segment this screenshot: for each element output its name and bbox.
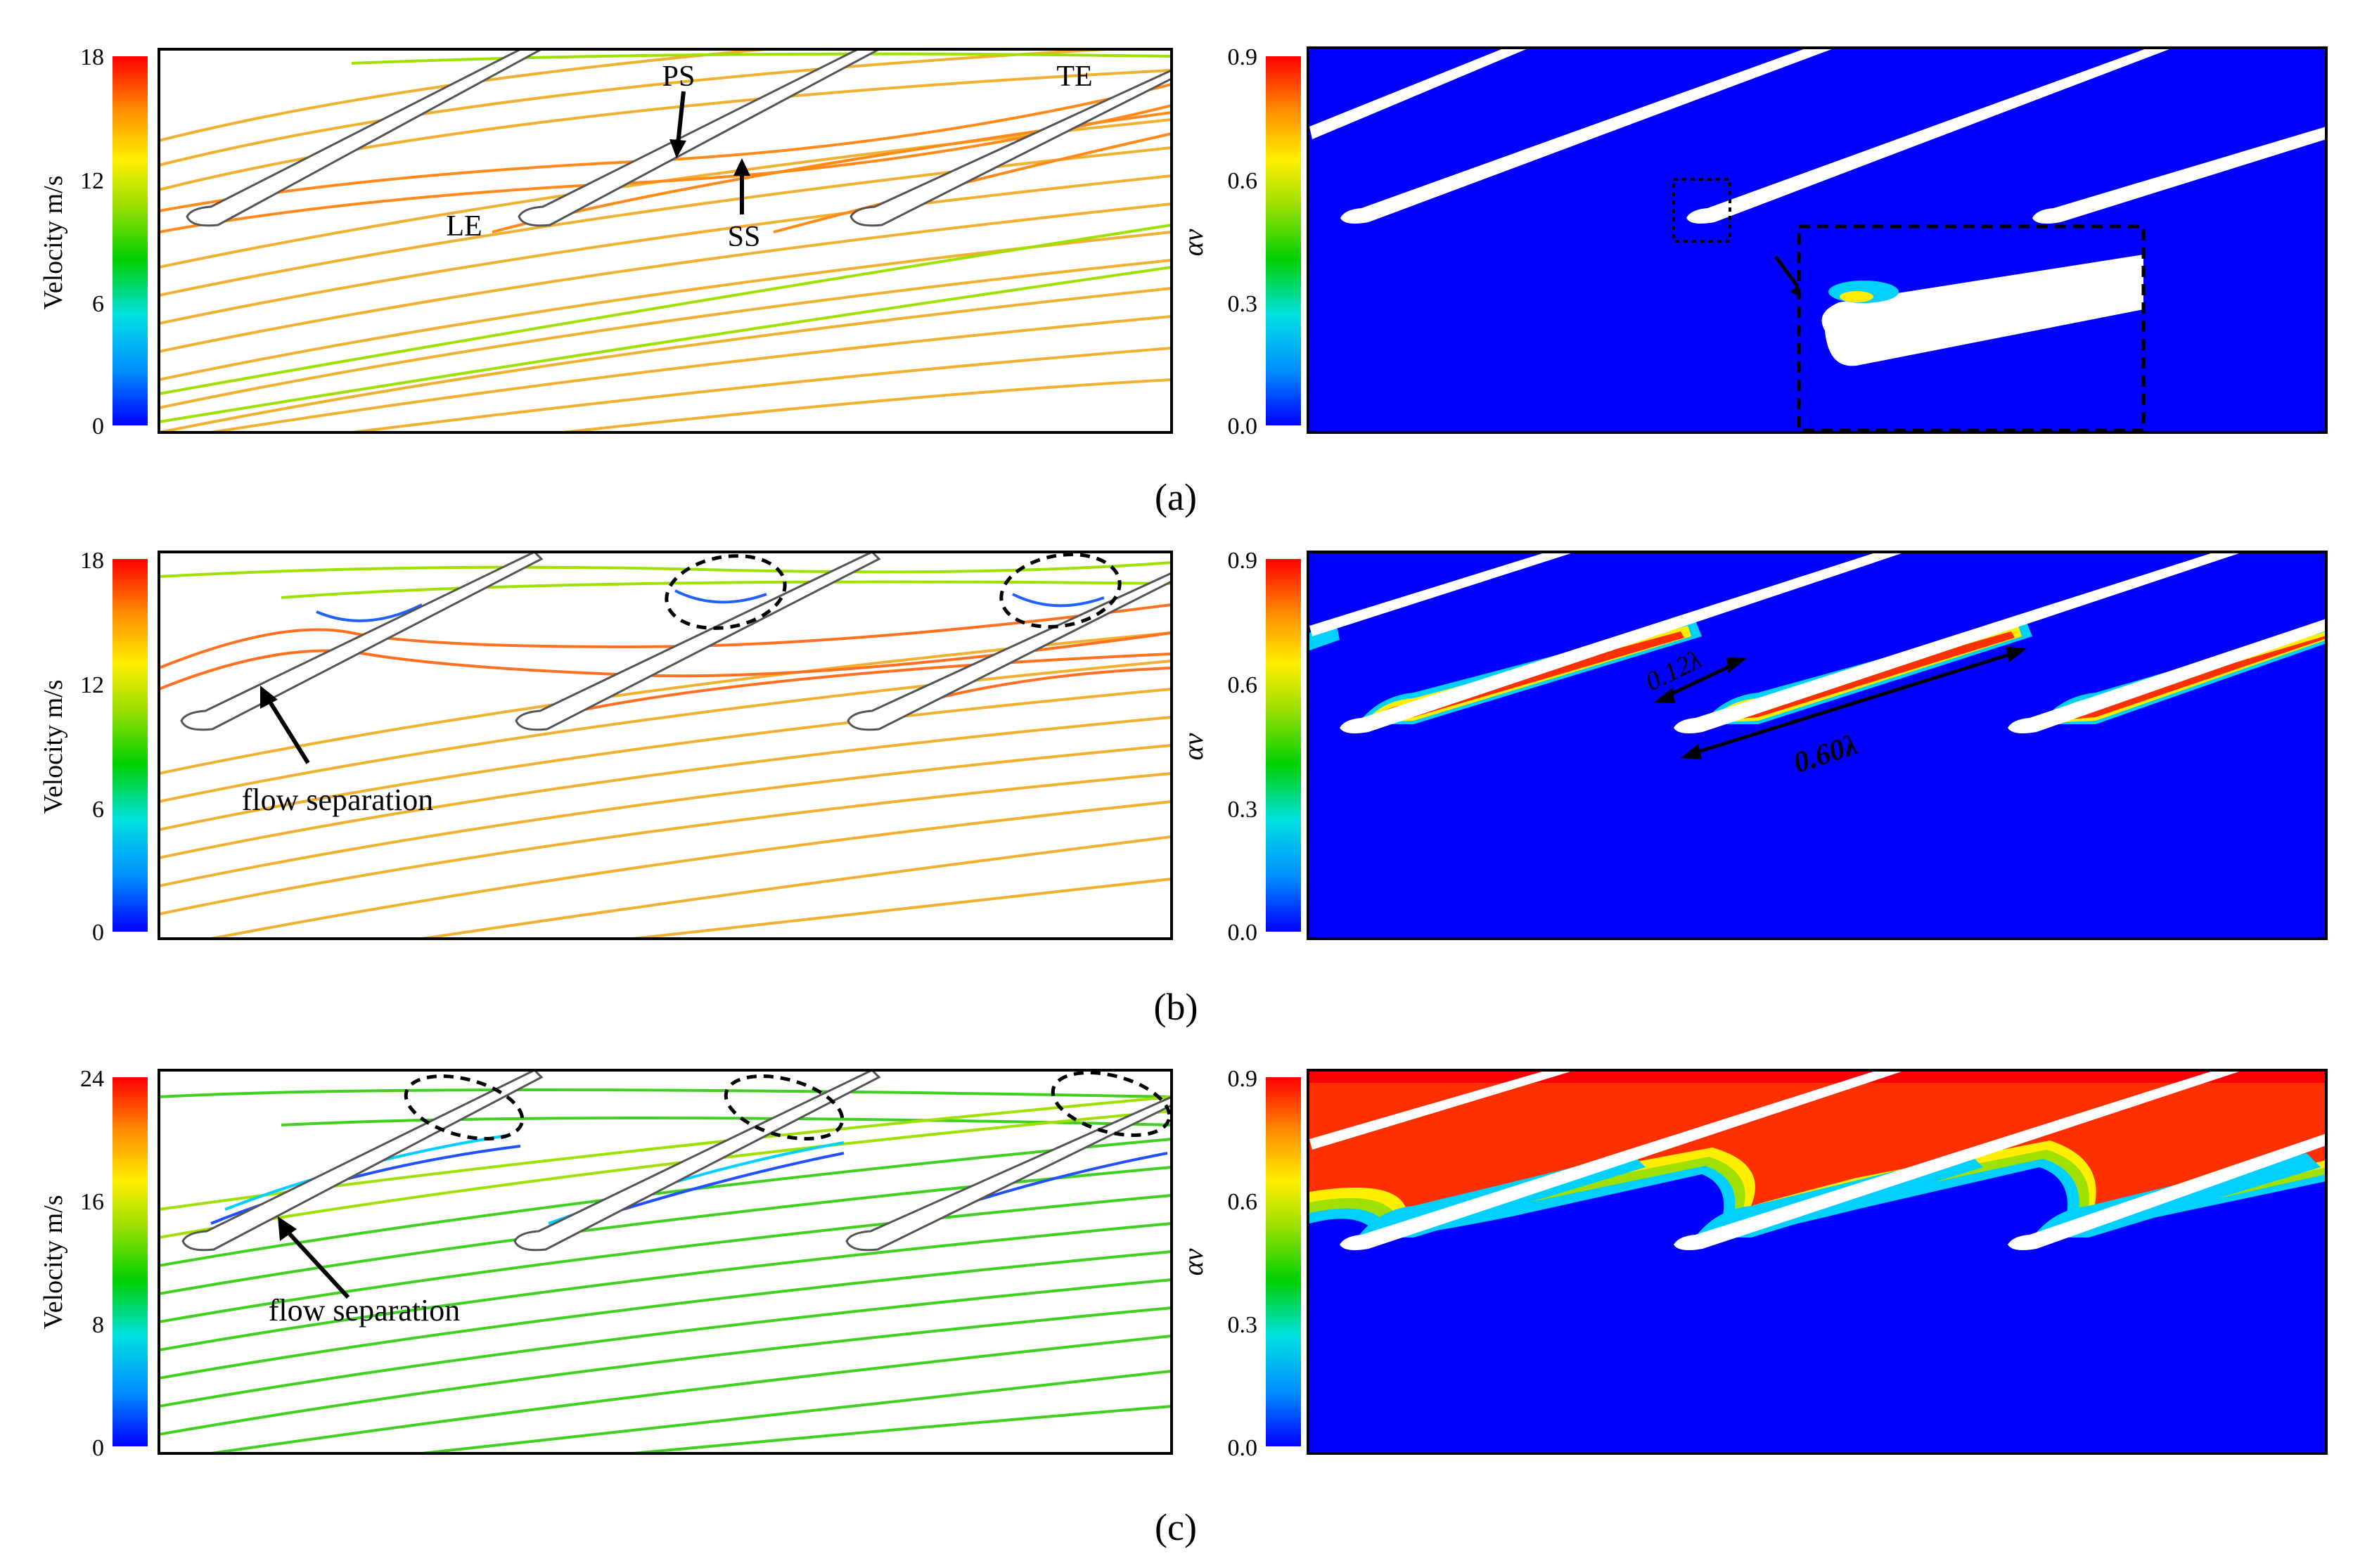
separation-zone-b-1 <box>665 554 787 630</box>
tick-a-v-2: 12 <box>80 168 104 194</box>
tick-a-a-3: 0.9 <box>1228 44 1258 70</box>
caption-c: (c) <box>1155 1506 1197 1548</box>
arrow-ps <box>676 91 686 145</box>
tick-c-v-1: 8 <box>92 1312 104 1338</box>
dim-012-line <box>1665 662 1735 698</box>
separation-zone-b-2 <box>999 553 1122 629</box>
tick-b-v-0: 0 <box>92 920 104 946</box>
tick-b-v-1: 6 <box>92 797 104 823</box>
alpha-panel-b: 0.12λ 0.60λ <box>1307 551 2328 940</box>
tick-c-a-0: 0.0 <box>1228 1435 1258 1461</box>
annotation-flow-separation-c: flow separation <box>269 1293 460 1328</box>
separation-zone-c-2 <box>724 1074 845 1140</box>
alpha-axis-label-b: αv <box>1177 733 1209 760</box>
tick-c-v-3: 24 <box>80 1066 104 1092</box>
arrow-separation-b <box>269 702 310 764</box>
tick-c-v-0: 0 <box>92 1435 104 1461</box>
separation-zone-c-1 <box>404 1074 525 1140</box>
dim-060-head-1 <box>1681 744 1702 759</box>
arrow-separation-c <box>288 1232 350 1299</box>
tick-a-v-1: 6 <box>92 291 104 317</box>
alpha-colorbar-c <box>1266 1077 1301 1446</box>
alpha-colorbar-b <box>1266 559 1301 932</box>
dim-012-head-2 <box>1726 657 1747 673</box>
velocity-panel-c: flow separation <box>158 1069 1173 1455</box>
zoom-region-box <box>1672 178 1731 243</box>
arrow-ss-head <box>733 158 750 176</box>
arrow-separation-c-head <box>278 1216 297 1241</box>
separation-zone-c-3 <box>1051 1071 1172 1137</box>
caption-a: (a) <box>1155 476 1197 518</box>
arrow-separation-b-head <box>260 686 278 709</box>
annotation-ss: SS <box>728 221 761 253</box>
tick-c-a-1: 0.3 <box>1228 1312 1258 1338</box>
alpha-panel-c <box>1307 1069 2328 1455</box>
tick-c-a-3: 0.9 <box>1228 1066 1258 1092</box>
velocity-axis-label-b: Velocity m/s <box>39 679 68 814</box>
arrow-ps-head <box>669 139 686 158</box>
velocity-axis-label-c: Velocity m/s <box>39 1195 68 1329</box>
tick-b-a-1: 0.3 <box>1228 797 1258 823</box>
tick-b-v-2: 12 <box>80 672 104 698</box>
alpha-axis-label-a: αv <box>1177 229 1209 256</box>
dim-060-line <box>1695 652 2012 754</box>
zoom-arrow <box>1774 255 1801 290</box>
velocity-axis-label-a: Velocity m/s <box>39 175 68 309</box>
alpha-panel-a <box>1307 46 2328 434</box>
velocity-panel-a: PS TE LE SS <box>158 48 1173 434</box>
tick-b-v-3: 18 <box>80 548 104 574</box>
tick-b-a-3: 0.9 <box>1228 548 1258 574</box>
alpha-axis-label-c: αv <box>1177 1248 1209 1275</box>
tick-c-a-2: 0.6 <box>1228 1189 1258 1215</box>
tick-a-v-0: 0 <box>92 413 104 439</box>
annotation-le: LE <box>446 210 482 243</box>
tick-a-a-1: 0.3 <box>1228 291 1258 317</box>
velocity-colorbar-a <box>113 56 148 425</box>
tick-a-v-3: 18 <box>80 44 104 70</box>
tick-b-a-0: 0.0 <box>1228 920 1258 946</box>
tick-a-a-0: 0.0 <box>1228 413 1258 439</box>
caption-b: (b) <box>1154 986 1198 1028</box>
velocity-panel-b: flow separation <box>158 551 1173 940</box>
dim-060-head-2 <box>2006 647 2027 662</box>
annotation-flow-separation-b: flow separation <box>242 783 433 817</box>
tick-a-a-2: 0.6 <box>1228 168 1258 194</box>
dim-012-head-1 <box>1654 688 1675 703</box>
velocity-colorbar-b <box>113 559 148 932</box>
tick-c-v-2: 16 <box>80 1189 104 1215</box>
tick-b-a-2: 0.6 <box>1228 672 1258 698</box>
velocity-colorbar-c <box>113 1077 148 1446</box>
alpha-colorbar-a <box>1266 56 1301 425</box>
zoom-inset <box>1797 224 2146 432</box>
annotation-ps: PS <box>662 60 695 93</box>
annotation-te: TE <box>1056 60 1092 93</box>
